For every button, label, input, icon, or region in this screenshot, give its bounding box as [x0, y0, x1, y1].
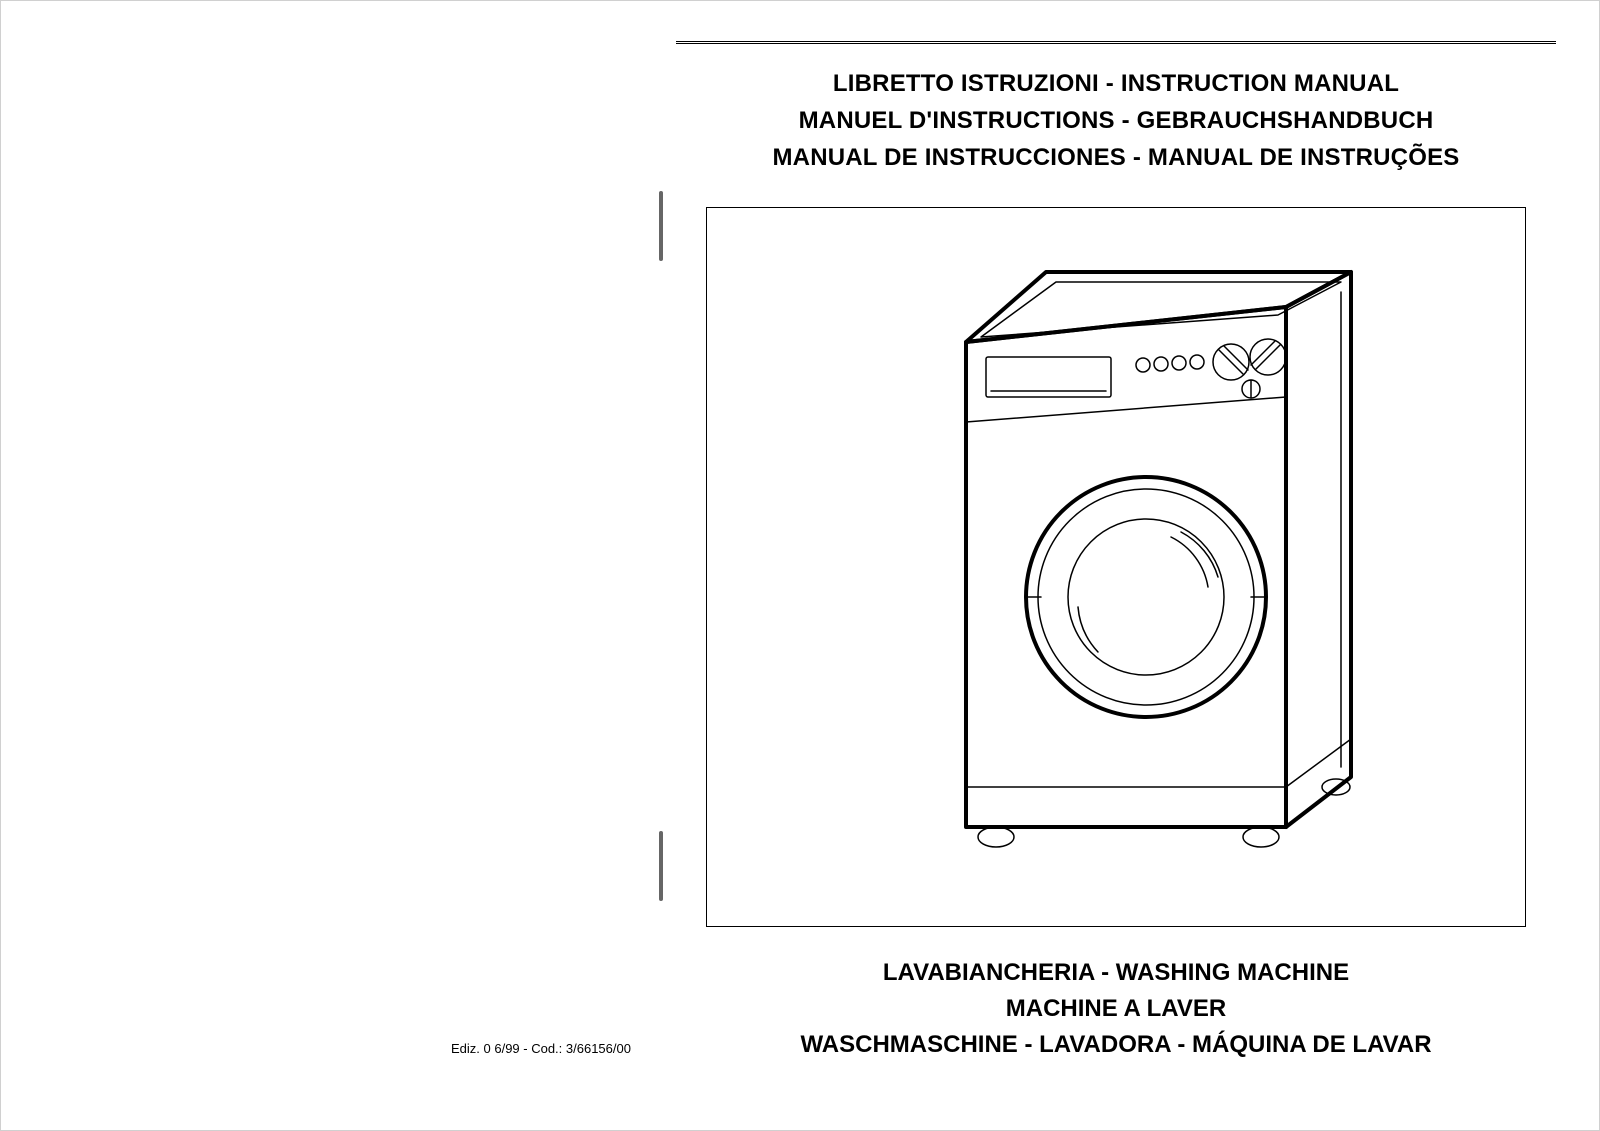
top-rule [676, 41, 1556, 47]
staple-mark [659, 191, 663, 261]
cover-right-page: LIBRETTO ISTRUZIONI - INSTRUCTION MANUAL… [676, 41, 1556, 1063]
title-line: MANUEL D'INSTRUCTIONS - GEBRAUCHSHANDBUC… [676, 102, 1556, 139]
illustration-frame [706, 207, 1526, 927]
title-line: MANUAL DE INSTRUCCIONES - MANUAL DE INST… [676, 139, 1556, 176]
subtitle-line: WASCHMASCHINE - LAVADORA - MÁQUINA DE LA… [676, 1027, 1556, 1063]
subtitle-block: LAVABIANCHERIA - WASHING MACHINE MACHINE… [676, 955, 1556, 1063]
title-line: LIBRETTO ISTRUZIONI - INSTRUCTION MANUAL [676, 65, 1556, 102]
subtitle-line: LAVABIANCHERIA - WASHING MACHINE [676, 955, 1556, 991]
washing-machine-icon [846, 247, 1386, 887]
title-block: LIBRETTO ISTRUZIONI - INSTRUCTION MANUAL… [676, 65, 1556, 177]
manual-cover-spread: LIBRETTO ISTRUZIONI - INSTRUCTION MANUAL… [0, 0, 1600, 1131]
edition-code: Ediz. 0 6/99 - Cod.: 3/66156/00 [451, 1041, 631, 1056]
staple-mark [659, 831, 663, 901]
subtitle-line: MACHINE A LAVER [676, 991, 1556, 1027]
